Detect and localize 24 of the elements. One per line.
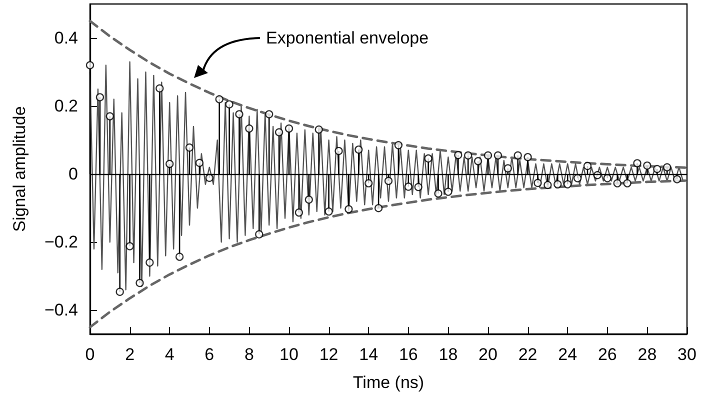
x-tick-label: 30 (678, 345, 696, 364)
y-tick-label: −0.2 (44, 232, 78, 252)
x-tick-label: 14 (359, 345, 378, 364)
y-tick-label: 0 (68, 164, 78, 184)
y-tick-label: 0.4 (54, 28, 78, 48)
x-tick-label: 26 (598, 345, 617, 364)
y-axis-title: Signal amplitude (10, 106, 29, 232)
x-tick-label: 12 (319, 345, 338, 364)
x-tick-label: 6 (204, 345, 214, 364)
x-tick-label: 10 (280, 345, 298, 364)
x-tick-label: 4 (164, 345, 174, 364)
y-tick-label: 0.2 (54, 96, 78, 116)
x-axis-title: Time (ns) (352, 373, 424, 392)
x-tick-label: 24 (558, 345, 578, 364)
x-tick-label: 2 (125, 345, 135, 364)
y-tick-label: −0.4 (44, 300, 78, 320)
x-tick-label: 22 (518, 345, 538, 364)
x-tick-label: 28 (638, 345, 657, 364)
x-tick-label: 0 (85, 345, 95, 364)
annotation: Exponential envelope (266, 28, 429, 48)
x-tick-label: 20 (478, 345, 498, 364)
x-tick-label: 8 (244, 345, 254, 364)
x-tick-label: 16 (398, 345, 418, 364)
x-tick-label: 18 (438, 345, 458, 364)
